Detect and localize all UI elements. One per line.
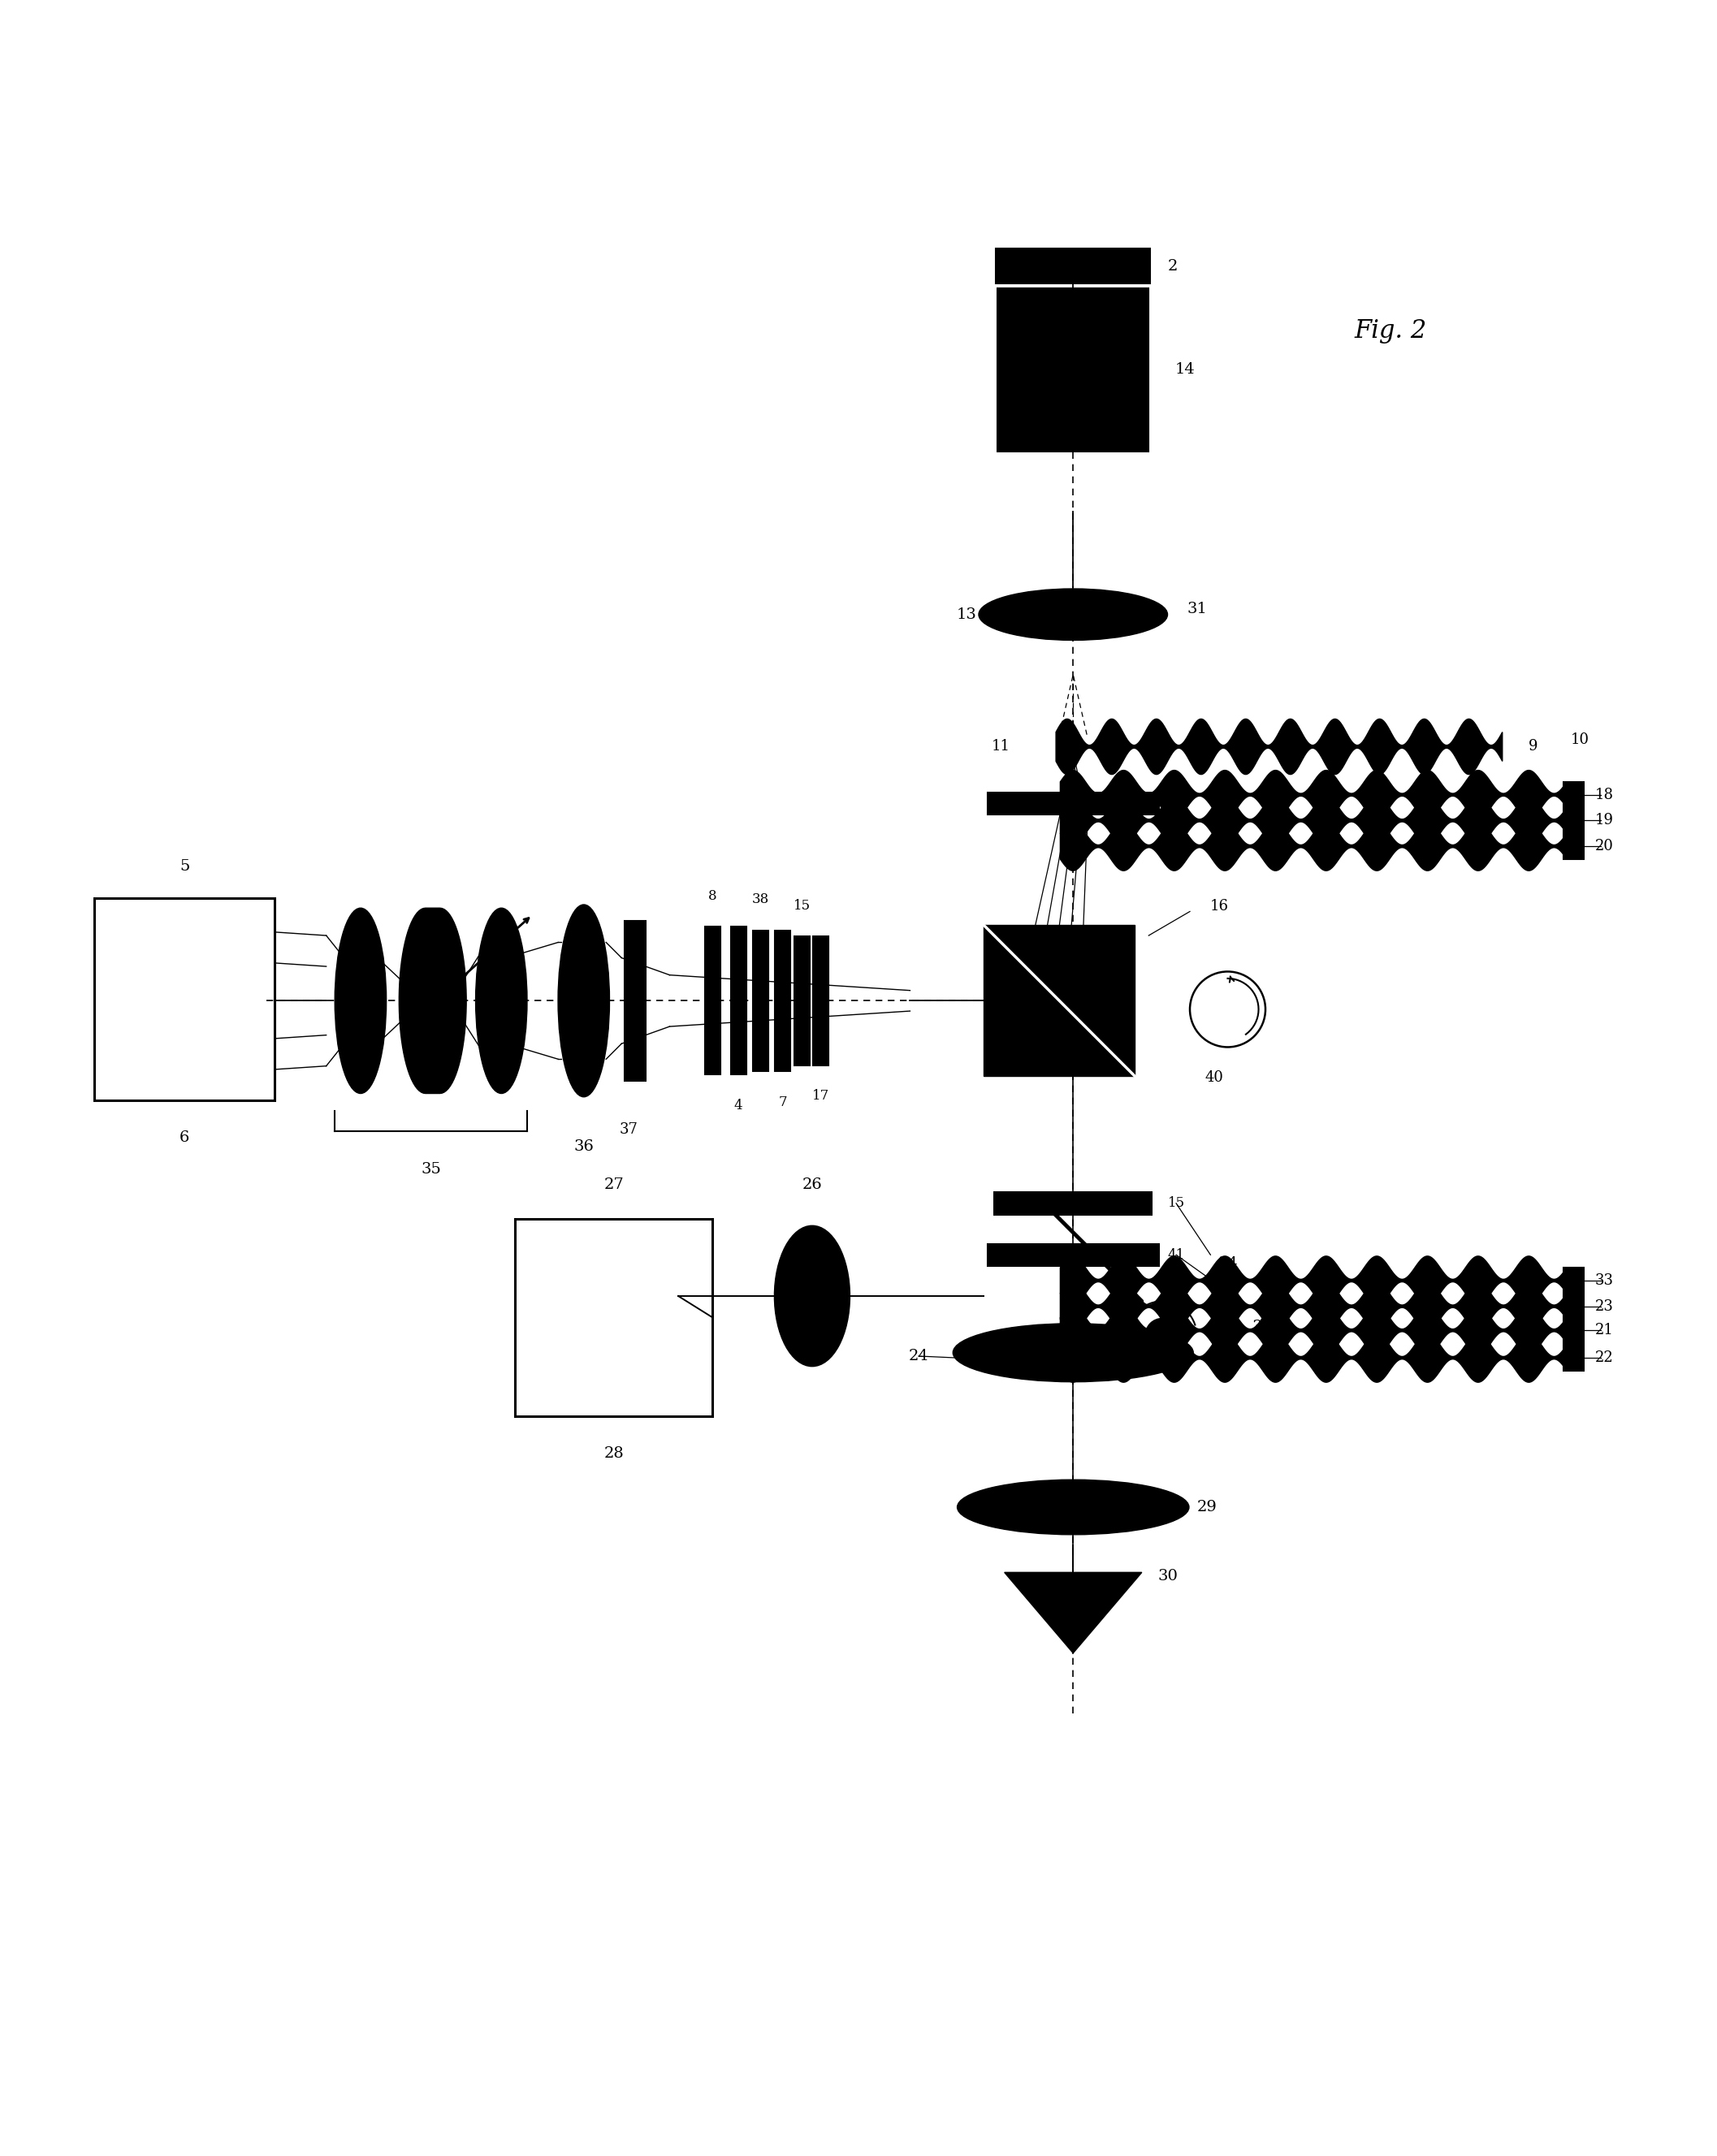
Polygon shape — [1061, 796, 1566, 845]
Text: 20: 20 — [1595, 839, 1614, 854]
Text: 11: 11 — [992, 740, 1010, 755]
Ellipse shape — [558, 906, 610, 1097]
Polygon shape — [1061, 1307, 1566, 1354]
Text: 4: 4 — [733, 1100, 743, 1112]
Text: 5: 5 — [180, 860, 189, 873]
Text: 9: 9 — [1528, 740, 1538, 755]
Bar — [704, 927, 721, 1074]
Text: 26: 26 — [802, 1177, 822, 1192]
Text: 30: 30 — [1157, 1570, 1178, 1583]
Text: 22: 22 — [1595, 1350, 1614, 1365]
Text: 21: 21 — [1595, 1324, 1614, 1337]
Polygon shape — [1061, 1332, 1566, 1382]
Polygon shape — [1061, 821, 1566, 871]
Bar — [987, 1244, 1159, 1266]
Polygon shape — [1061, 770, 1566, 819]
Text: Fig. 2: Fig. 2 — [1355, 319, 1427, 343]
Text: 18: 18 — [1595, 787, 1614, 802]
Bar — [998, 289, 1149, 451]
Text: 39: 39 — [1252, 1319, 1272, 1335]
Polygon shape — [1061, 1283, 1566, 1330]
Bar — [994, 1192, 1152, 1214]
Ellipse shape — [979, 589, 1168, 640]
Text: 41: 41 — [1168, 1248, 1185, 1261]
Text: 36: 36 — [573, 1138, 594, 1153]
Text: 12: 12 — [1111, 608, 1132, 621]
Text: 14: 14 — [1174, 362, 1195, 377]
Text: 28: 28 — [604, 1447, 623, 1462]
Bar — [515, 1218, 713, 1416]
Text: 2: 2 — [1168, 259, 1178, 274]
Text: 16: 16 — [1210, 899, 1228, 914]
Ellipse shape — [774, 1225, 850, 1367]
Text: 35: 35 — [421, 1162, 441, 1177]
Polygon shape — [398, 908, 467, 1093]
Ellipse shape — [335, 908, 386, 1093]
Bar — [776, 931, 790, 1072]
Text: 13: 13 — [956, 608, 977, 621]
Text: 24: 24 — [908, 1350, 929, 1363]
Bar — [1562, 783, 1583, 858]
Text: 33: 33 — [1595, 1274, 1614, 1287]
Text: 15: 15 — [1168, 1197, 1185, 1210]
Ellipse shape — [953, 1324, 1193, 1382]
Text: 6: 6 — [180, 1130, 189, 1145]
Polygon shape — [1061, 1257, 1566, 1304]
Polygon shape — [1056, 718, 1502, 774]
Bar — [793, 936, 810, 1065]
Text: 40: 40 — [1205, 1072, 1223, 1084]
Text: 19: 19 — [1595, 813, 1614, 828]
Text: 15: 15 — [793, 899, 810, 912]
Polygon shape — [1004, 1572, 1142, 1654]
Bar — [987, 791, 1159, 815]
Bar — [984, 925, 1135, 1076]
Text: 7: 7 — [778, 1095, 788, 1108]
Text: 23: 23 — [1595, 1300, 1614, 1313]
Bar — [625, 921, 646, 1080]
Text: 27: 27 — [604, 1177, 623, 1192]
Text: 38: 38 — [752, 893, 769, 906]
Bar — [996, 248, 1150, 282]
Text: 1: 1 — [436, 985, 450, 1005]
Text: 37: 37 — [620, 1121, 637, 1136]
Text: 31: 31 — [1186, 602, 1207, 617]
Text: 34: 34 — [1217, 1257, 1238, 1270]
Ellipse shape — [958, 1479, 1188, 1535]
Text: 29: 29 — [1197, 1501, 1217, 1514]
Bar — [752, 931, 769, 1072]
Text: 32: 32 — [1168, 796, 1185, 811]
Text: 8: 8 — [707, 888, 718, 903]
Ellipse shape — [476, 908, 527, 1093]
Bar — [814, 936, 828, 1065]
Bar — [94, 897, 275, 1100]
Bar — [1562, 1268, 1583, 1371]
Circle shape — [1145, 1317, 1180, 1352]
Bar — [731, 927, 745, 1074]
Text: 10: 10 — [1571, 733, 1588, 748]
Text: 17: 17 — [812, 1089, 829, 1104]
